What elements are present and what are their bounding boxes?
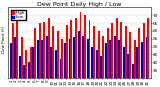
Bar: [41, 40, 43, 87]
Bar: [64, 43, 66, 87]
Bar: [118, 40, 120, 87]
Bar: [19, 56, 21, 87]
Bar: [55, 50, 57, 87]
Bar: [107, 28, 109, 87]
Bar: [105, 43, 107, 87]
Bar: [102, 36, 104, 87]
Bar: [98, 31, 100, 87]
Bar: [123, 47, 125, 87]
Bar: [91, 47, 93, 87]
Bar: [96, 50, 98, 87]
Bar: [71, 20, 72, 87]
Bar: [80, 12, 81, 87]
Bar: [10, 43, 12, 87]
Bar: [21, 37, 23, 87]
Text: Dew Point (F): Dew Point (F): [2, 25, 6, 53]
Bar: [73, 37, 75, 87]
Bar: [78, 31, 80, 87]
Bar: [66, 25, 68, 87]
Bar: [114, 36, 116, 87]
Bar: [37, 40, 39, 87]
Bar: [93, 26, 95, 87]
Bar: [30, 47, 32, 87]
Bar: [14, 37, 16, 87]
Bar: [69, 39, 71, 87]
Bar: [16, 18, 18, 87]
Bar: [116, 18, 118, 87]
Bar: [138, 28, 140, 87]
Bar: [34, 28, 36, 87]
Bar: [48, 18, 50, 87]
Title: Dew Point Daily High / Low: Dew Point Daily High / Low: [37, 2, 122, 7]
Bar: [46, 36, 48, 87]
Legend: High, Low: High, Low: [11, 10, 26, 20]
Bar: [75, 18, 77, 87]
Bar: [60, 59, 61, 87]
Bar: [82, 36, 84, 87]
Bar: [129, 33, 131, 87]
Bar: [43, 22, 45, 87]
Bar: [12, 23, 14, 87]
Bar: [136, 47, 138, 87]
Bar: [125, 26, 127, 87]
Bar: [141, 42, 143, 87]
Bar: [28, 62, 30, 87]
Bar: [143, 23, 145, 87]
Bar: [87, 39, 89, 87]
Bar: [111, 23, 113, 87]
Bar: [50, 47, 52, 87]
Bar: [132, 64, 134, 87]
Bar: [39, 23, 41, 87]
Bar: [57, 31, 59, 87]
Bar: [100, 56, 102, 87]
Bar: [109, 40, 111, 87]
Bar: [23, 65, 25, 87]
Bar: [145, 37, 147, 87]
Bar: [89, 20, 91, 87]
Bar: [52, 26, 54, 87]
Bar: [127, 54, 129, 87]
Bar: [134, 40, 136, 87]
Bar: [32, 47, 34, 87]
Bar: [147, 18, 149, 87]
Bar: [84, 15, 86, 87]
Bar: [120, 22, 122, 87]
Bar: [61, 39, 63, 87]
Bar: [25, 50, 27, 87]
